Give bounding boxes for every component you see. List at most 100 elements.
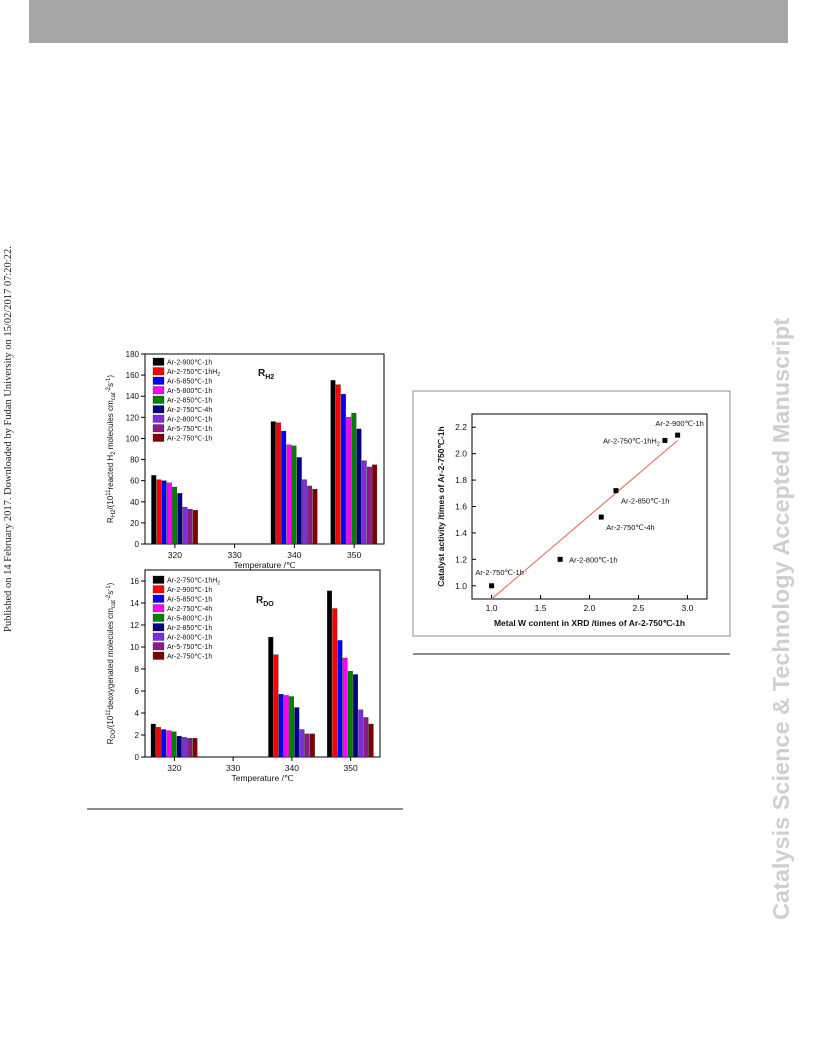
y-tick-label: 8 (135, 665, 140, 674)
y-tick-label: 12 (130, 621, 139, 630)
legend-label-text: Ar-2-750℃-1h (167, 436, 212, 443)
panel-label-sub: H2 (265, 374, 274, 381)
x-tick-label: 3.0 (682, 603, 694, 613)
bar (289, 696, 295, 758)
legend-label-text: Ar-2-800℃-1h (167, 635, 212, 642)
bar (347, 671, 353, 758)
bar (286, 444, 292, 545)
legend-swatch (152, 642, 165, 651)
y-label-sub: cat (111, 600, 117, 608)
plot-frame (144, 569, 381, 758)
point-label: Ar-2-900℃-1h (655, 419, 703, 428)
bar (372, 464, 378, 545)
y-tick-label: 2 (135, 731, 140, 740)
y-tick-label: 2.0 (455, 449, 467, 459)
legend-label-sub: 2 (217, 372, 220, 378)
legend-label-text: Ar-2-900℃-1h (167, 587, 212, 594)
point-label-text: Ar-2-750℃-4h (606, 523, 654, 532)
legend-label: Ar-2-750℃-1h (167, 436, 212, 443)
bar (278, 694, 284, 758)
point-label: Ar-2-800℃-1h (569, 555, 617, 564)
legend-swatch (152, 433, 165, 442)
bar (358, 709, 364, 758)
legend-label: Ar-2-750℃-1h (167, 654, 212, 661)
y-label-part: /(10 (106, 495, 115, 509)
data-point (675, 432, 681, 438)
legend-label: Ar-5-750℃-1h (167, 426, 212, 433)
legend-label: Ar-2-900℃-1h (167, 360, 212, 367)
bar (156, 727, 161, 758)
legend-label-sub: 2 (217, 581, 220, 587)
x-tick-label: 340 (287, 550, 301, 560)
bar (151, 475, 157, 545)
bar (368, 723, 374, 758)
legend-swatch (152, 376, 165, 385)
bar (330, 380, 336, 545)
legend-label-text: Ar-2-800℃-1h (167, 417, 212, 424)
panel-label-text: R (258, 368, 266, 379)
figure-rule-left (87, 808, 403, 810)
figure-rule-right (413, 653, 730, 655)
data-point (489, 583, 495, 589)
y-tick-label: 1.4 (455, 528, 467, 538)
bar (268, 636, 274, 758)
legend-label-text: Ar-5-850℃-1h (167, 379, 212, 386)
bar (276, 422, 281, 545)
y-axis-label: RH2/(1011reacted H2 molecules cmcat-2s-1… (106, 375, 117, 523)
bar (353, 674, 358, 758)
bar (356, 428, 362, 545)
legend-swatch (152, 594, 165, 603)
bar (335, 384, 341, 545)
y-tick-label: 20 (130, 519, 139, 528)
point-label: Ar-2-750℃-1h (475, 568, 523, 577)
y-tick-label: 6 (135, 687, 140, 696)
point-label-text: Ar-2-850℃-1h (621, 497, 669, 506)
x-tick-label: 1.0 (486, 603, 498, 613)
legend-swatch (152, 651, 165, 660)
y-label-sup: -2 (106, 594, 112, 600)
y-tick-label: 80 (130, 456, 139, 465)
legend-label: Ar-2-800℃-1h (167, 635, 212, 642)
bar (327, 590, 332, 758)
bar (187, 509, 193, 545)
y-tick-label: 2.2 (455, 422, 467, 432)
legend-label-text: Ar-5-750℃-1h (167, 644, 212, 651)
legend-swatch (152, 424, 165, 433)
legend-label: Ar-5-800℃-1h (167, 616, 212, 623)
bar (283, 695, 289, 758)
bar (192, 510, 198, 545)
y-label-sub: H2 (111, 509, 117, 517)
y-label-sup: -2 (106, 386, 112, 392)
bar (171, 731, 177, 758)
y-label-sub: 2 (111, 451, 117, 455)
data-point (613, 488, 619, 494)
y-label-part: s (106, 591, 115, 595)
point-label: Ar-2-750℃-1hH2 (603, 436, 660, 447)
x-tick-label: 320 (167, 763, 181, 773)
legend-swatch (152, 367, 165, 376)
y-tick-label: 1.2 (455, 554, 467, 564)
legend-label: Ar-2-750℃-4h (167, 606, 212, 613)
y-label-sub: cat (111, 392, 117, 400)
x-tick-label: 330 (226, 763, 240, 773)
y-tick-label: 1.8 (455, 475, 467, 485)
legend-swatch (152, 613, 165, 622)
bar (150, 723, 156, 758)
legend-label-text: Ar-2-850℃-1h (167, 625, 212, 632)
bar (273, 654, 279, 758)
rh2-bar-chart: 0 20 40 60 80 100 120 140 160 180 320 330 340 350 Temp… (106, 350, 385, 570)
point-label: Ar-2-850℃-1h (621, 497, 669, 506)
y-label-part: deoxygenated molecules cm (106, 608, 115, 710)
bar (166, 730, 172, 758)
figure-frame (412, 390, 731, 637)
y-tick-label: 0 (135, 540, 140, 549)
bar (332, 608, 338, 758)
legend-label: Ar-5-800℃-1h (167, 388, 212, 395)
legend-swatch (152, 414, 165, 423)
y-axis-label: Catalyst activity /times of Ar-2-750℃-1h (436, 426, 446, 586)
y-tick-label: 120 (126, 413, 140, 422)
y-label-part: reacted H (106, 455, 115, 490)
data-point (598, 514, 604, 520)
bar (346, 417, 352, 545)
y-label-part: s (106, 383, 115, 387)
